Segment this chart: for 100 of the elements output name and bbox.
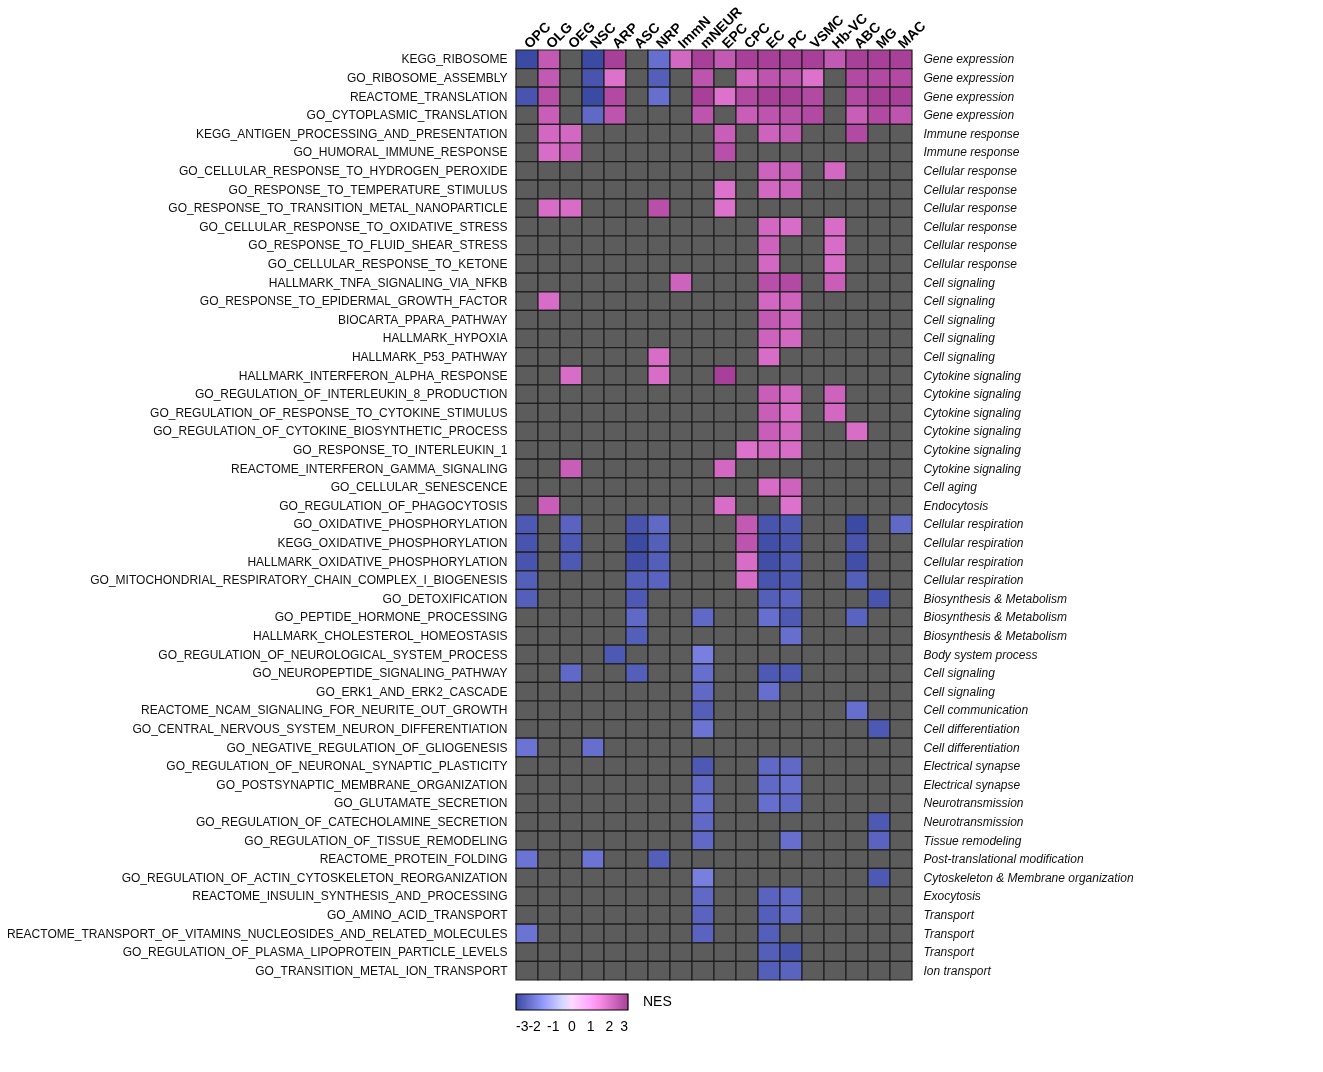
y2-tick-label: Cellular respiration: [923, 573, 1024, 588]
y2-tick-label: Cellular respiration: [923, 517, 1024, 532]
y2-tick-label: Cytokine signaling: [923, 368, 1022, 383]
y2-tick-label: Cell signaling: [923, 349, 996, 364]
y-tick-label: GO_REGULATION_OF_CATECHOLAMINE_SECRETION: [195, 814, 508, 829]
y2-tick-label: Cell differentiation: [923, 721, 1020, 736]
y-tick-label: GO_CYTOPLASMIC_TRANSLATION: [306, 108, 508, 123]
y2-tick-label: Cytokine signaling: [923, 405, 1022, 420]
y2-tick-label: Cellular respiration: [923, 554, 1024, 569]
color-bar-label: 0: [568, 1018, 577, 1034]
y-tick-label: GO_REGULATION_OF_NEURONAL_SYNAPTIC_PLASTICITY: [166, 759, 508, 774]
y-tick-label: GO_RESPONSE_TO_INTERLEUKIN_1: [292, 442, 508, 457]
y2-tick-label: Cytokine signaling: [923, 461, 1022, 476]
y-tick-label: REACTOME_NCAM_SIGNALING_FOR_NEURITE_OUT_GROWTH: [141, 703, 508, 718]
y-tick-label: GO_RESPONSE_TO_FLUID_SHEAR_STRESS: [248, 238, 508, 253]
y2-tick-label: Gene expression: [923, 52, 1015, 67]
y-tick-label: KEGG_RIBOSOME: [401, 52, 508, 67]
y2-tick-label: Cell signaling: [923, 331, 996, 346]
y2-tick-label: Cytokine signaling: [923, 387, 1022, 402]
y-tick-label: GO_REGULATION_OF_CYTOKINE_BIOSYNTHETIC_PROCESS: [153, 424, 508, 439]
y-tick-label: GO_NEGATIVE_REGULATION_OF_GLIOGENESIS: [226, 740, 508, 755]
y-tick-label: GO_NEUROPEPTIDE_SIGNALING_PATHWAY: [252, 666, 508, 681]
y2-tick-label: Biosynthesis & Metabolism: [923, 591, 1067, 606]
y-tick-label: KEGG_ANTIGEN_PROCESSING_AND_PRESENTATION: [195, 126, 508, 141]
y-tick-label: GO_CELLULAR_SENESCENCE: [330, 480, 508, 495]
y-tick-label: GO_REGULATION_OF_INTERLEUKIN_8_PRODUCTION: [194, 387, 508, 402]
y2-tick-label: Cytokine signaling: [923, 442, 1022, 457]
y2-tick-label: Cellular response: [923, 182, 1018, 197]
y-tick-label: REACTOME_TRANSLATION: [349, 89, 508, 104]
y-tick-label: GO_CELLULAR_RESPONSE_TO_OXIDATIVE_STRESS: [199, 219, 508, 234]
y-tick-label: GO_RESPONSE_TO_TEMPERATURE_STIMULUS: [228, 182, 508, 197]
y-tick-label: HALLMARK_INTERFERON_ALPHA_RESPONSE: [238, 368, 508, 383]
color-bar-label: 2: [605, 1018, 614, 1034]
y2-tick-label: Cell signaling: [923, 312, 996, 327]
y2-tick-label: Transport: [923, 926, 975, 941]
y2-tick-label: Cell signaling: [923, 666, 996, 681]
y2-tick-label: Body system process: [923, 647, 1038, 662]
y-tick-label: REACTOME_INTERFERON_GAMMA_SIGNALING: [231, 461, 508, 476]
y-tick-label: GO_REGULATION_OF_NEUROLOGICAL_SYSTEM_PROCESS: [158, 647, 508, 662]
y2-tick-label: Neurotransmission: [923, 796, 1024, 811]
color-bar-label: -1: [547, 1018, 560, 1034]
y-tick-label: GO_REGULATION_OF_TISSUE_REMODELING: [244, 833, 508, 848]
y2-tick-label: Cytoskeleton & Membrane organization: [923, 870, 1134, 885]
y2-tick-label: Transport: [923, 907, 975, 922]
y2-tick-label: Cellular response: [923, 238, 1018, 253]
y-tick-label: GO_REGULATION_OF_PLASMA_LIPOPROTEIN_PARTICLE_LEVELS: [122, 945, 508, 960]
y2-tick-label: Cellular response: [923, 163, 1018, 178]
y2-tick-label: Neurotransmission: [923, 814, 1024, 829]
y2-tick-label: Post-translational modification: [923, 852, 1084, 867]
y2-tick-label: Cellular response: [923, 219, 1018, 234]
y2-tick-label: Cell communication: [923, 703, 1029, 718]
y-tick-label: GO_RESPONSE_TO_EPIDERMAL_GROWTH_FACTOR: [199, 294, 508, 309]
y-tick-label: GO_POSTSYNAPTIC_MEMBRANE_ORGANIZATION: [216, 777, 508, 792]
y-tick-label: BIOCARTA_PPARA_PATHWAY: [337, 312, 508, 327]
y-tick-label: REACTOME_INSULIN_SYNTHESIS_AND_PROCESSING: [192, 889, 508, 904]
color-bar-label: -3: [516, 1018, 529, 1034]
color-bar-label: -2: [528, 1018, 542, 1034]
y-tick-label: GO_AMINO_ACID_TRANSPORT: [327, 907, 509, 922]
y-tick-label: GO_CELLULAR_RESPONSE_TO_KETONE: [267, 256, 508, 271]
y-tick-label: GO_REGULATION_OF_ACTIN_CYTOSKELETON_REORGANIZATION: [121, 870, 508, 885]
y-tick-label: HALLMARK_CHOLESTEROL_HOMEOSTASIS: [252, 628, 508, 643]
y-tick-label: GO_DETOXIFICATION: [382, 591, 508, 606]
y-tick-label: GO_REGULATION_OF_PHAGOCYTOSIS: [279, 498, 508, 513]
y-tick-label: GO_CENTRAL_NERVOUS_SYSTEM_NEURON_DIFFERENTIATION: [132, 721, 508, 736]
y-tick-label: HALLMARK_OXIDATIVE_PHOSPHORYLATION: [247, 554, 508, 569]
y2-tick-label: Gene expression: [923, 108, 1015, 123]
y-tick-label: HALLMARK_P53_PATHWAY: [351, 349, 508, 364]
y-tick-label: KEGG_OXIDATIVE_PHOSPHORYLATION: [277, 535, 508, 550]
y2-tick-label: Cellular response: [923, 201, 1018, 216]
y-tick-label: GO_CELLULAR_RESPONSE_TO_HYDROGEN_PEROXIDE: [178, 163, 508, 178]
y-tick-label: GO_HUMORAL_IMMUNE_RESPONSE: [293, 145, 508, 160]
y2-tick-label: Cellular response: [923, 256, 1018, 271]
y2-tick-label: Cell signaling: [923, 684, 996, 699]
y2-tick-label: Cell signaling: [923, 294, 996, 309]
color-bar-label: 3: [620, 1018, 629, 1034]
y2-tick-label: Cell signaling: [923, 275, 996, 290]
y-tick-label: REACTOME_TRANSPORT_OF_VITAMINS_NUCLEOSIDES_AND_RELATED_MOLECULES: [6, 926, 508, 941]
y-tick-label: GO_RIBOSOME_ASSEMBLY: [347, 70, 508, 85]
y2-tick-label: Electrical synapse: [923, 759, 1021, 774]
y2-tick-label: Immune response: [923, 145, 1020, 160]
y-tick-label: HALLMARK_HYPOXIA: [382, 331, 508, 346]
y-tick-label: GO_RESPONSE_TO_TRANSITION_METAL_NANOPARTICLE: [168, 201, 508, 216]
y2-tick-label: Gene expression: [923, 89, 1015, 104]
y-tick-label: HALLMARK_TNFA_SIGNALING_VIA_NFKB: [268, 275, 508, 290]
y2-tick-label: Biosynthesis & Metabolism: [923, 610, 1067, 625]
y-tick-label: GO_REGULATION_OF_RESPONSE_TO_CYTOKINE_STIMULUS: [150, 405, 508, 420]
y2-tick-label: Gene expression: [923, 70, 1015, 85]
y2-tick-label: Cell differentiation: [923, 740, 1020, 755]
y2-tick-label: Tissue remodeling: [923, 833, 1022, 848]
y-tick-label: GO_OXIDATIVE_PHOSPHORYLATION: [293, 517, 508, 532]
x-tick-label: PC: [784, 26, 810, 52]
y2-tick-label: Electrical synapse: [923, 777, 1021, 792]
y-tick-label: GO_MITOCHONDRIAL_RESPIRATORY_CHAIN_COMPLEX_I_BIOGENESIS: [90, 573, 508, 588]
y-tick-label: GO_TRANSITION_METAL_ION_TRANSPORT: [255, 963, 509, 978]
y2-tick-label: Endocytosis: [923, 498, 989, 513]
y2-tick-label: Transport: [923, 945, 975, 960]
y2-tick-label: Biosynthesis & Metabolism: [923, 628, 1067, 643]
y-tick-label: GO_GLUTAMATE_SECRETION: [333, 796, 508, 811]
y2-tick-label: Immune response: [923, 126, 1020, 141]
color-bar-title: NES: [643, 993, 672, 1009]
